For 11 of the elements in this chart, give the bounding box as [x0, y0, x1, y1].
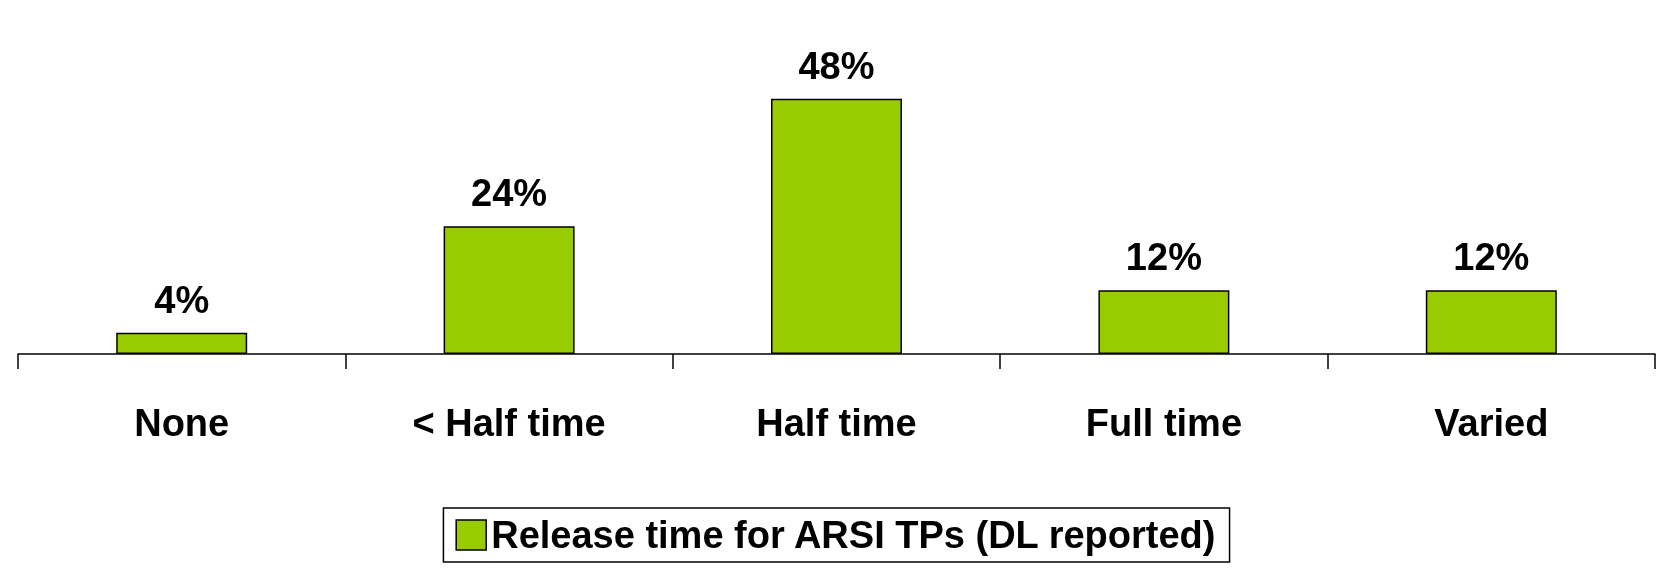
legend-label: Release time for ARSI TPs (DL reported) [491, 514, 1216, 556]
data-label: 48% [798, 44, 875, 87]
data-label: 4% [154, 278, 210, 321]
data-label: 24% [471, 172, 548, 215]
x-tick-label: Full time [1085, 402, 1243, 444]
x-tick-label: Half time [756, 402, 917, 444]
x-tick-label: Varied [1434, 402, 1549, 444]
x-tick-label: None [134, 402, 230, 444]
x-tick-label: < Half time [412, 402, 606, 444]
data-label: 12% [1125, 236, 1202, 279]
data-label: 12% [1453, 236, 1530, 279]
